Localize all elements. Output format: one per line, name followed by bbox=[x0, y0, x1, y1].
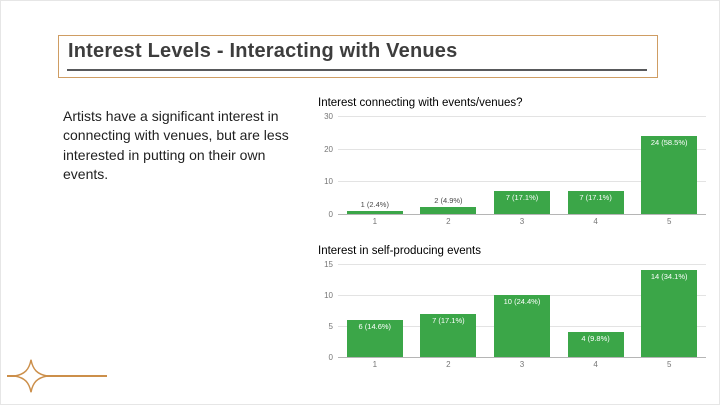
bar-value-label: 10 (24.4%) bbox=[503, 297, 541, 306]
title-underline bbox=[67, 69, 647, 71]
footer-accent-line bbox=[7, 375, 107, 377]
bars-group: 6 (14.6%) 7 (17.1%) 10 (24.4%) 4 (9.8%) 14 (… bbox=[338, 264, 706, 357]
bar-value-label: 7 (17.1%) bbox=[579, 193, 612, 203]
bar-slot: 7 (17.1%) bbox=[559, 116, 633, 214]
title-box: Interest Levels - Interacting with Venue… bbox=[58, 35, 658, 78]
bar: 14 (34.1%) bbox=[641, 270, 698, 357]
y-tick-label: 10 bbox=[324, 177, 333, 187]
bar-slot: 7 (17.1%) bbox=[485, 116, 559, 214]
x-tick-label: 1 bbox=[372, 217, 378, 226]
star-icon bbox=[14, 359, 48, 393]
bar: 6 (14.6%) bbox=[346, 319, 403, 357]
bar: 10 (24.4%) bbox=[493, 295, 550, 357]
chart-self-producing: Interest in self-producing events 6 (14.… bbox=[316, 244, 708, 369]
bar-value-label: 1 (2.4%) bbox=[360, 199, 389, 209]
x-tick-label: 2 bbox=[446, 360, 451, 369]
bar-slot: 1 (2.4%) bbox=[338, 116, 412, 214]
bar-value-label: 7 (17.1%) bbox=[505, 193, 539, 203]
bars-group: 1 (2.4%) 2 (4.9%) 7 (17.1%) 7 (17.1%) 24 (58… bbox=[338, 116, 706, 214]
plot-area: 6 (14.6%) 7 (17.1%) 10 (24.4%) 4 (9.8%) 14 (… bbox=[324, 260, 706, 362]
gridline bbox=[338, 181, 706, 183]
y-tick-label: 0 bbox=[328, 353, 333, 362]
bar-value-label: 7 (17.1%) bbox=[432, 315, 465, 325]
bar: 24 (58.5%) bbox=[641, 135, 698, 214]
y-tick-label: 30 bbox=[324, 112, 333, 121]
body-paragraph: Artists have a significant interest in c… bbox=[63, 108, 289, 182]
bar-slot: 24 (58.5%) bbox=[632, 116, 706, 214]
x-tick-label: 4 bbox=[593, 217, 598, 226]
bar-slot: 6 (14.6%) bbox=[338, 264, 412, 357]
bar: 7 (17.1%) bbox=[567, 191, 624, 214]
x-tick-label: 3 bbox=[519, 360, 525, 369]
bar-slot: 2 (4.9%) bbox=[412, 116, 486, 214]
y-tick-label: 0 bbox=[328, 210, 333, 219]
gridline bbox=[338, 148, 706, 150]
plot-area: 1 (2.4%) 2 (4.9%) 7 (17.1%) 7 (17.1%) 24 (58… bbox=[324, 112, 706, 219]
x-tick-label: 4 bbox=[593, 360, 598, 369]
x-axis-labels: 1 2 3 4 5 bbox=[338, 217, 706, 226]
gridline bbox=[338, 116, 706, 117]
bar: 7 (17.1%) bbox=[493, 191, 550, 214]
bar bbox=[420, 207, 477, 214]
x-tick-label: 2 bbox=[446, 217, 451, 226]
y-tick-label: 15 bbox=[324, 260, 333, 269]
bar-slot: 14 (34.1%) bbox=[632, 264, 706, 357]
bar-value-label: 6 (14.6%) bbox=[358, 321, 392, 331]
bar-slot: 10 (24.4%) bbox=[485, 264, 559, 357]
page-title: Interest Levels - Interacting with Venue… bbox=[68, 40, 458, 62]
bar-value-label: 4 (9.8%) bbox=[581, 334, 610, 344]
x-tick-label: 5 bbox=[666, 360, 672, 369]
gridline bbox=[338, 357, 706, 358]
x-tick-label: 3 bbox=[519, 217, 525, 226]
chart-title: Interest connecting with events/venues? bbox=[318, 97, 523, 109]
bar-slot: 4 (9.8%) bbox=[559, 264, 633, 357]
bar-value-label: 2 (4.9%) bbox=[434, 196, 463, 206]
y-tick-label: 20 bbox=[324, 144, 333, 154]
bar-value-label: 14 (34.1%) bbox=[650, 272, 688, 282]
bar: 4 (9.8%) bbox=[567, 332, 624, 357]
chart-interest-connecting: Interest connecting with events/venues? … bbox=[316, 96, 708, 226]
x-tick-label: 5 bbox=[666, 217, 672, 226]
x-axis-labels: 1 2 3 4 5 bbox=[338, 360, 706, 369]
bar bbox=[346, 210, 403, 214]
gridline bbox=[338, 264, 706, 265]
x-tick-label: 1 bbox=[372, 360, 378, 369]
y-tick-label: 10 bbox=[324, 291, 333, 300]
bar-value-label: 24 (58.5%) bbox=[650, 137, 688, 147]
chart-title: Interest in self-producing events bbox=[318, 245, 482, 257]
bar: 7 (17.1%) bbox=[420, 313, 477, 357]
bar-slot: 7 (17.1%) bbox=[412, 264, 486, 357]
y-tick-label: 5 bbox=[328, 322, 333, 331]
gridline bbox=[338, 214, 706, 215]
